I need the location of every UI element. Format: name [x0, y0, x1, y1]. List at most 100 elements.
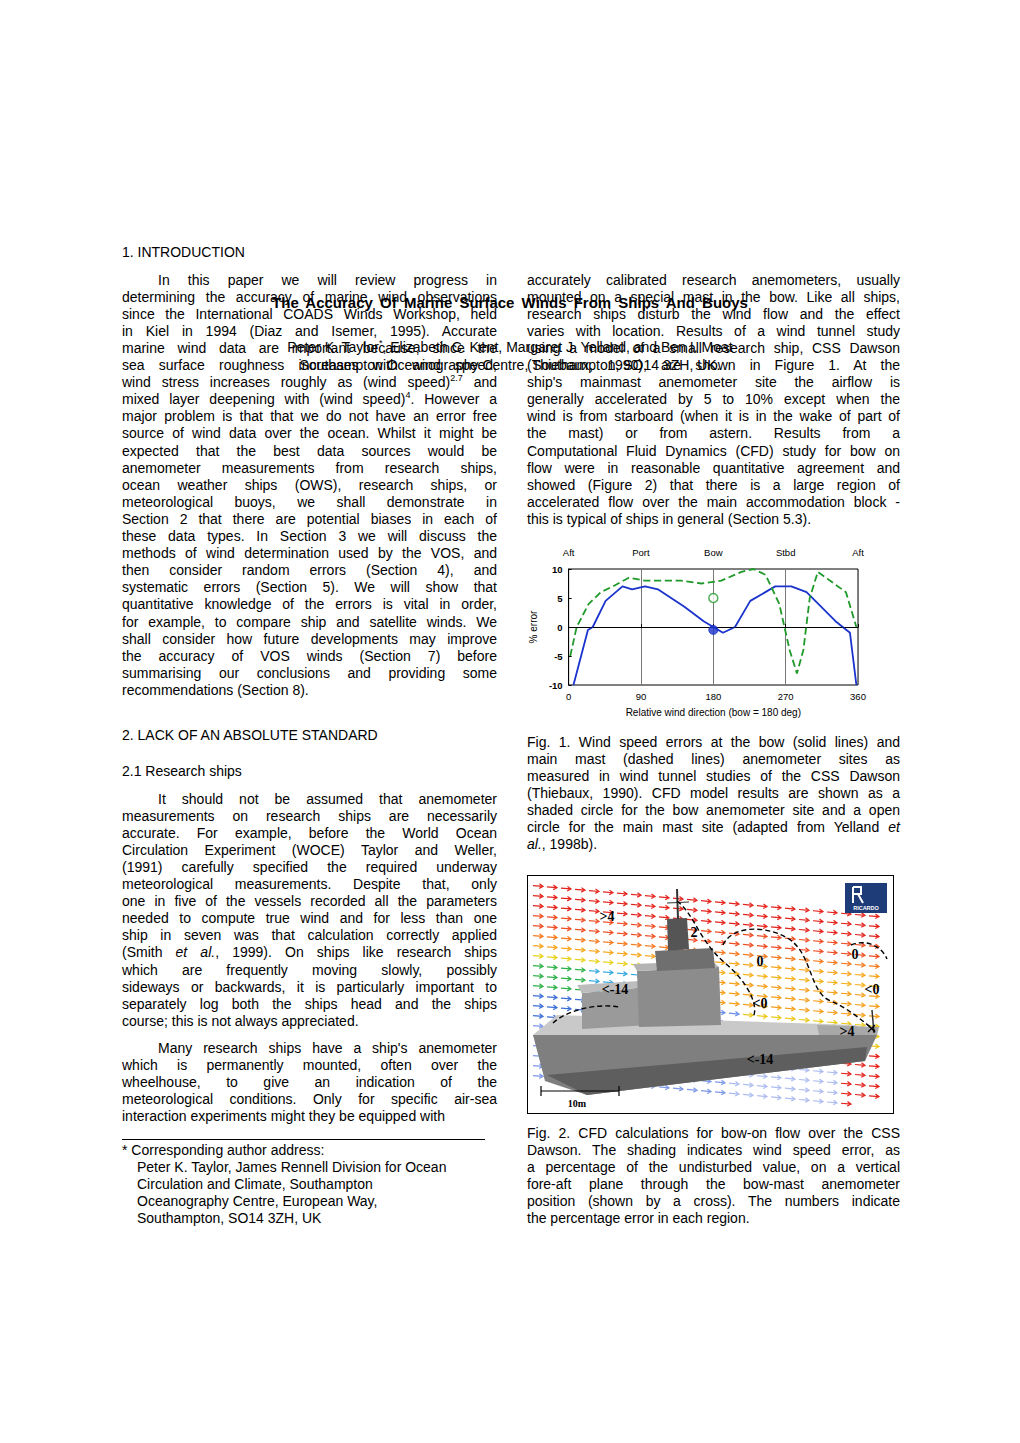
html-text:summarising our conclusions an: summarising our conclusions and providin… — [122, 664, 497, 681]
html-text:quantitative knowledge of the: quantitative knowledge of the errors is … — [122, 596, 497, 613]
html-text:meteorological conditions. Onl: meteorological conditions. Only for spec… — [122, 1090, 497, 1107]
html-text:Peter K. Taylor*, Elizabeth C.: Peter K. Taylor*, Elizabeth C. Kent, Mar… — [287, 337, 733, 355]
html-text:wheelhouse, to give an indicat: wheelhouse, to give an indication of the — [122, 1073, 497, 1090]
html-text:needed to compute true wind an: needed to compute true wind and for less… — [122, 910, 497, 927]
svg-text:RICARDO: RICARDO — [853, 905, 879, 911]
svg-text:10: 10 — [552, 564, 563, 575]
svg-text:5: 5 — [557, 593, 563, 604]
html-text:methods of wind determination: methods of wind determination used by th… — [122, 545, 497, 562]
svg-text:0: 0 — [566, 691, 571, 702]
html-text:(1991) carefully specified the: (1991) carefully specified the required … — [122, 858, 497, 875]
html-text:anemometer measurements from r: anemometer measurements from research sh… — [122, 459, 497, 476]
html-text:ocean weather ships (OWS), res: ocean weather ships (OWS), research ship… — [122, 476, 497, 493]
html-text:In this paper we will review p: In this paper we will review progress in — [158, 271, 497, 288]
html-text:showed (Figure 2) that there i: showed (Figure 2) that there is a large … — [527, 476, 900, 493]
html-text:expected that the best data so: expected that the best data sources woul… — [122, 442, 497, 459]
html-text:interaction experiments might: interaction experiments might they be eq… — [122, 1107, 445, 1124]
html-text:then consider random errors (S: then consider random errors (Section 4),… — [122, 562, 497, 579]
svg-text:Aft: Aft — [852, 547, 864, 558]
html-text:1. INTRODUCTION: 1. INTRODUCTION — [122, 243, 245, 260]
html-text:marine wind data are important: marine wind data are important because, … — [122, 339, 497, 356]
html-text:systematic errors (Section 5).: systematic errors (Section 5). We will s… — [122, 579, 497, 596]
html-text:Circulation and Climate, South: Circulation and Climate, Southampton — [137, 1175, 373, 1192]
html-text:generally accelerated by 5 to: generally accelerated by 5 to 10% except… — [527, 391, 900, 408]
html-text:al., 1998b).: al., 1998b). — [527, 836, 598, 853]
svg-text:>4: >4 — [840, 1024, 855, 1039]
html-text:main mast (dashed lines) anemo: main mast (dashed lines) anemometer site… — [527, 750, 900, 767]
html-text:shall consider how future deve: shall consider how future developments m… — [122, 630, 497, 647]
html-text:Circulation Experiment (WOCE): Circulation Experiment (WOCE) Taylor and… — [122, 841, 497, 858]
svg-text:Relative wind direction (bow =: Relative wind direction (bow = 180 deg) — [626, 707, 801, 718]
html-text:2.1 Research ships: 2.1 Research ships — [122, 762, 242, 779]
html-text:Computational Fluid Dynamics (: Computational Fluid Dynamics (CFD) study… — [527, 442, 900, 459]
html-text:this is typical of ships in ge: this is typical of ships in general (Sec… — [527, 510, 811, 527]
html-text:which is permanently mounted,: which is permanently mounted, often over… — [122, 1056, 497, 1073]
svg-text:270: 270 — [778, 691, 794, 702]
html-text:accurate. For example, before: accurate. For example, before the World … — [122, 824, 497, 841]
html-text:2. LACK OF AN ABSOLUTE STANDAR: 2. LACK OF AN ABSOLUTE STANDARD — [122, 726, 378, 743]
svg-text:% error: % error — [528, 610, 539, 643]
html-text:shaded circle for the bow anem: shaded circle for the bow anemometer sit… — [527, 801, 900, 818]
svg-text:0: 0 — [757, 954, 764, 969]
html-text:source of wind data over the o: source of wind data over the ocean. Whil… — [122, 425, 497, 442]
svg-text:10m: 10m — [568, 1098, 587, 1109]
html-text:sideways or backwards, it is p: sideways or backwards, it is particularl… — [122, 978, 497, 995]
html-text:the accuracy of VOS winds (Sec: the accuracy of VOS winds (Section 7) be… — [122, 647, 497, 664]
html-text:Section 2 that there are poten: Section 2 that there are potential biase… — [122, 510, 497, 527]
html-text:for example, to compare ship a: for example, to compare ship and satelli… — [122, 613, 497, 630]
svg-text:<0: <0 — [865, 982, 880, 997]
html-text:(Thiebaux, 1990). CFD model re: (Thiebaux, 1990). CFD model results are … — [527, 784, 900, 801]
html-text:accelerated flow over the main: accelerated flow over the main accommoda… — [527, 493, 900, 510]
html-text:Peter K. Taylor, James Rennell: Peter K. Taylor, James Rennell Division … — [137, 1158, 447, 1175]
svg-text:0: 0 — [852, 947, 859, 962]
html-text:(Smith et al., 1999). On ships: (Smith et al., 1999). On ships like rese… — [122, 944, 497, 961]
svg-text:>4: >4 — [600, 909, 615, 924]
svg-text:360: 360 — [850, 691, 866, 702]
html-text:since the International COADS: since the International COADS Winds Work… — [122, 305, 497, 322]
html-text:one in five of the vessels rec: one in five of the vessels recorded all … — [122, 893, 497, 910]
svg-text:-10: -10 — [549, 680, 563, 691]
svg-text:<-14: <-14 — [602, 982, 629, 997]
html-text:recommendations (Section 8).: recommendations (Section 8). — [122, 681, 309, 698]
html-text:Oceanography Centre, European: Oceanography Centre, European Way, — [137, 1192, 378, 1209]
html-text:research ships disturb the win: research ships disturb the wind flow and… — [527, 305, 900, 322]
html-text:Southampton Oceanography Centr: Southampton Oceanography Centre, Southam… — [299, 356, 721, 373]
html-text:mixed layer deepening with (wi: mixed layer deepening with (wind speed)4… — [122, 390, 497, 408]
html-text:* Corresponding author address: * Corresponding author address: — [122, 1141, 325, 1158]
svg-text:2: 2 — [691, 925, 698, 940]
svg-text:90: 90 — [636, 691, 647, 702]
html-text:Many research ships have a shi: Many research ships have a ship's anemom… — [158, 1039, 497, 1056]
html-text:measured in wind tunnel studie: measured in wind tunnel studies of the C… — [527, 767, 900, 784]
svg-text:Port: Port — [632, 547, 650, 558]
html-text:the mast) or from astern. Resu: the mast) or from astern. Results from a — [527, 425, 900, 442]
svg-text:180: 180 — [705, 691, 721, 702]
html-text:ship in seven was that calcula: ship in seven was that calculation corre… — [122, 927, 497, 944]
html-text:varies with location. Results: varies with location. Results of a wind … — [527, 322, 900, 339]
html-text:in Kiel in 1994 (Diaz and Isem: in Kiel in 1994 (Diaz and Isemer, 1995).… — [122, 322, 497, 339]
html-text:It should not be assumed that: It should not be assumed that anemometer — [158, 790, 497, 807]
html-text:major problem is that that we: major problem is that that we do not hav… — [122, 408, 497, 425]
html-text:mounted on a special mast in t: mounted on a special mast in the bow. Li… — [527, 288, 900, 305]
html-text:measurements on research ships: measurements on research ships are neces… — [122, 807, 497, 824]
html-text:which are frequently moving sl: which are frequently moving slowly, poss… — [122, 961, 497, 978]
html-text:separately log both the ships: separately log both the ships head and t… — [122, 995, 497, 1012]
svg-text:Aft: Aft — [563, 547, 575, 558]
html-text:wind stress increases roughly: wind stress increases roughly as (wind s… — [122, 373, 497, 391]
html-text:accurately calibrated research: accurately calibrated research anemomete… — [527, 271, 900, 288]
html-text:The Accuracy Of Marine Surface: The Accuracy Of Marine Surface Winds Fro… — [272, 293, 748, 311]
html-text:Fig. 1. Wind speed errors at t: Fig. 1. Wind speed errors at the bow (so… — [527, 733, 900, 750]
html-text:meteorological buoys, we shall: meteorological buoys, we shall demonstra… — [122, 493, 497, 510]
html-text:Southampton, SO14 3ZH, UK: Southampton, SO14 3ZH, UK — [137, 1209, 322, 1226]
html-text:course; this is not always app: course; this is not always appreciated. — [122, 1012, 359, 1029]
svg-text:<0: <0 — [753, 996, 768, 1011]
svg-text:0: 0 — [557, 622, 562, 633]
html-text:wind is from starboard (when i: wind is from starboard (when it is in th… — [527, 408, 900, 425]
svg-text:Bow: Bow — [704, 547, 723, 558]
svg-text:-5: -5 — [554, 651, 563, 662]
html-text:flow were in reasonable quanti: flow were in reasonable quantitative agr… — [527, 459, 900, 476]
html-text:determining the accuracy of ma: determining the accuracy of marine wind … — [122, 288, 497, 305]
svg-text:Stbd: Stbd — [776, 547, 796, 558]
html-text:using a model of a small resea: using a model of a small research ship, … — [527, 339, 900, 356]
svg-text:<-14: <-14 — [747, 1052, 774, 1067]
html-text:ship's mainmast anemometer sit: ship's mainmast anemometer site the airf… — [527, 374, 900, 391]
